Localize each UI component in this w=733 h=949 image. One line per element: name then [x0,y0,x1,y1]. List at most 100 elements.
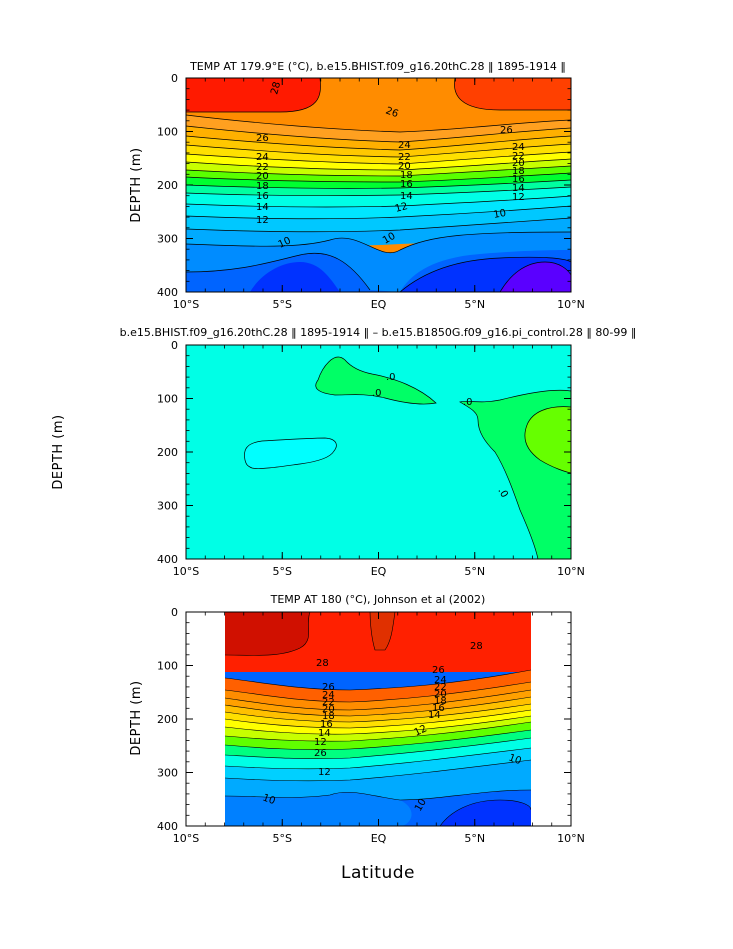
panel-3-title: TEMP AT 180 (°C), Johnson et al (2002) [270,593,486,606]
contour-label: .0 [386,372,396,383]
contour-label: 26 [500,125,513,136]
contour-label: 22 [512,151,525,162]
contour-label: 14 [400,191,413,202]
y-tick-label: 300 [157,233,178,246]
contour-label: 10 [277,235,293,250]
contour-label: .0 [463,397,473,408]
contour-label: 24 [512,142,525,153]
y-tick-label: 100 [157,393,178,406]
panel-3-contour-labels: 28 28 26 24 22 20 18 16 14 12 26 26 24 2… [261,641,523,814]
y-tick-label: 100 [157,660,178,673]
y-tick-label: 200 [157,179,178,192]
panel-2-contour-fill [186,345,571,559]
panel-1-contour-fill [186,78,571,292]
contour-label: 14 [512,183,525,194]
panel-2-ylabel: DEPTH (m) [51,414,66,489]
contour-label: 24 [256,152,269,163]
y-tick-label: 400 [157,286,178,299]
panel-1-y-axis: 0 100 200 300 400 [157,72,571,299]
x-tick-label: 10°S [173,298,199,311]
x-tick-label: 10°N [557,832,585,845]
warm-pool-east [454,78,571,110]
contour-label: 14 [318,728,331,739]
warm-pool-west [186,78,321,112]
contour-label: 24 [322,690,335,701]
contour-label: 20 [322,704,335,715]
contour-label: 24 [398,140,411,151]
contour-label: 20 [434,689,447,700]
region-positive-center [315,356,437,405]
y-tick-label: 400 [157,820,178,833]
y-tick-label: 100 [157,126,178,139]
x-tick-label: 10°S [173,832,199,845]
y-tick-label: 200 [157,713,178,726]
y-tick-label: 300 [157,500,178,513]
contour-label: 26 [384,105,400,120]
region-negative-west [244,437,337,469]
contour-label: 18 [256,181,269,192]
panel-3-ylabel: DEPTH (m) [129,680,144,755]
y-tick-label: 0 [171,606,178,619]
panel-1-contour-lines [186,78,571,292]
contour-label: 16 [400,179,413,190]
panel-2: b.e15.BHIST.f09_g16.20thC.28 ‖ 1895-1914… [51,326,636,578]
contour-label: 28 [316,658,329,669]
contour-label: 22 [434,682,447,693]
panel-3-contour-lines [225,612,531,826]
contour-label: 16 [256,191,269,202]
contour-label: 18 [322,711,335,722]
contour-label: 28 [470,641,483,652]
panel-1-ylabel: DEPTH (m) [129,147,144,222]
contour-label: 26 [314,748,327,759]
panel-2-x-axis: 10°S 5°S EQ 5°N 10°N [173,345,585,578]
contour-label: 18 [434,696,447,707]
contour-label: 20 [256,171,269,182]
panel-3-contour-fill [225,612,531,826]
y-tick-label: 200 [157,446,178,459]
x-tick-label: EQ [371,298,387,311]
contour-label: 16 [320,719,333,730]
panel-2-contour-labels: .0 .0 .0 .0 [372,372,510,500]
contour-label: 22 [398,152,411,163]
x-tick-label: EQ [371,565,387,578]
x-tick-label: 5°N [464,298,485,311]
contour-label: 12 [413,723,429,738]
contour-label: 22 [322,697,335,708]
contour-label: 14 [428,710,441,721]
contour-label: 26 [256,133,269,144]
y-tick-label: 0 [171,339,178,352]
contour-label: 16 [512,174,525,185]
x-tick-label: EQ [371,832,387,845]
panel-1: TEMP AT 179.9°E (°C), b.e15.BHIST.f09_g1… [129,60,585,311]
contour-label: .0 [372,388,382,399]
x-tick-label: 10°N [557,565,585,578]
contour-label: 20 [512,158,525,169]
contour-label: 10 [493,208,507,221]
contour-label: 16 [432,703,445,714]
y-tick-label: 400 [157,553,178,566]
panel-3: TEMP AT 180 (°C), Johnson et al (2002) [129,593,585,845]
contour-label: 18 [400,170,413,181]
contour-label: 12 [314,737,327,748]
panel-1-title: TEMP AT 179.9°E (°C), b.e15.BHIST.f09_g1… [189,60,566,73]
region-positive-east-core [524,406,571,474]
x-tick-label: 5°S [273,565,292,578]
contour-label: 12 [512,192,525,203]
contour-label: 24 [434,675,447,686]
y-tick-label: 300 [157,767,178,780]
contour-label: 12 [318,767,331,778]
contour-label: 18 [512,166,525,177]
contour-label: 10 [507,752,523,767]
x-tick-label: 5°S [273,298,292,311]
x-tick-label: 5°N [464,565,485,578]
x-tick-label: 10°N [557,298,585,311]
panel-1-x-axis: 10°S 5°S EQ 5°N 10°N [173,78,585,311]
contour-label: .0 [495,486,509,500]
contour-label: 26 [432,665,445,676]
x-tick-label: 5°S [273,832,292,845]
x-axis-label: Latitude [341,863,415,883]
y-tick-label: 0 [171,72,178,85]
contour-label: 26 [322,682,335,693]
contour-label: 20 [398,161,411,172]
